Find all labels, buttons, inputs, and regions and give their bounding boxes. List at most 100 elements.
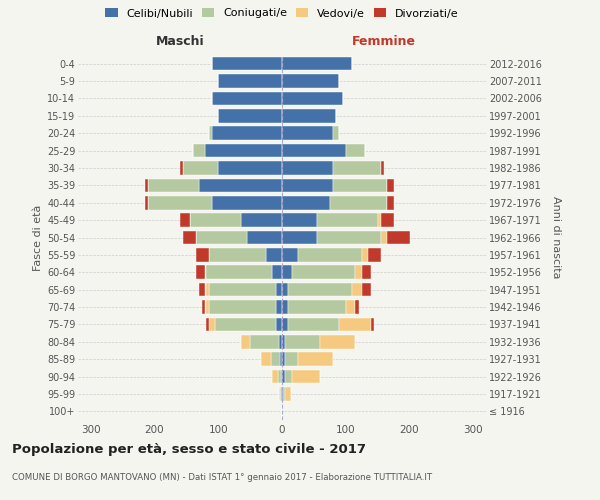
Bar [377,214,381,227]
Bar [247,230,282,244]
Bar [282,248,298,262]
Bar [180,161,183,175]
Bar [275,300,282,314]
Bar [320,335,355,348]
Bar [209,283,275,296]
Legend: Celibi/Nubili, Coniugati/e, Vedovi/e, Divorziati/e: Celibi/Nubili, Coniugati/e, Vedovi/e, Di… [106,8,458,18]
Bar [281,387,282,400]
Bar [333,126,340,140]
Bar [206,283,209,296]
Bar [362,266,371,279]
Bar [298,352,333,366]
Bar [346,144,365,158]
Bar [282,57,352,70]
Bar [199,283,206,296]
Bar [280,387,281,400]
Bar [368,248,381,262]
Text: Maschi: Maschi [155,34,205,48]
Bar [196,266,206,279]
Bar [209,126,212,140]
Bar [346,300,355,314]
Bar [282,126,333,140]
Bar [352,283,362,296]
Bar [333,178,387,192]
Bar [218,161,282,175]
Bar [317,230,381,244]
Bar [193,144,206,158]
Bar [333,161,381,175]
Bar [196,230,247,244]
Bar [282,144,346,158]
Bar [282,318,289,331]
Bar [355,266,362,279]
Bar [199,178,282,192]
Bar [289,318,340,331]
Bar [272,370,278,384]
Bar [317,214,377,227]
Bar [275,318,282,331]
Bar [266,248,282,262]
Bar [285,352,298,366]
Bar [340,318,371,331]
Bar [206,318,209,331]
Bar [190,214,241,227]
Bar [145,196,148,209]
Bar [241,335,250,348]
Bar [387,196,394,209]
Bar [282,214,317,227]
Bar [282,266,292,279]
Bar [206,144,282,158]
Bar [212,196,282,209]
Bar [330,196,387,209]
Bar [180,214,190,227]
Bar [282,196,330,209]
Bar [371,318,374,331]
Bar [279,387,280,400]
Bar [282,178,333,192]
Bar [250,335,279,348]
Bar [283,387,284,400]
Bar [381,161,384,175]
Bar [279,335,282,348]
Bar [241,214,282,227]
Bar [206,266,272,279]
Bar [282,161,333,175]
Bar [298,248,362,262]
Bar [215,318,275,331]
Bar [280,352,282,366]
Bar [212,92,282,105]
Bar [285,335,320,348]
Bar [355,300,359,314]
Bar [206,300,209,314]
Bar [282,109,336,122]
Bar [362,283,371,296]
Bar [145,178,148,192]
Bar [289,283,352,296]
Bar [209,300,275,314]
Bar [275,283,282,296]
Bar [183,230,196,244]
Bar [381,230,387,244]
Bar [292,370,320,384]
Bar [285,370,292,384]
Bar [148,196,212,209]
Bar [196,248,209,262]
Bar [282,92,343,105]
Bar [387,230,410,244]
Bar [183,161,218,175]
Bar [282,300,289,314]
Bar [281,370,282,384]
Bar [362,248,368,262]
Bar [212,126,282,140]
Bar [282,74,340,88]
Bar [282,230,317,244]
Bar [292,266,355,279]
Text: COMUNE DI BORGO MANTOVANO (MN) - Dati ISTAT 1° gennaio 2017 - Elaborazione TUTTI: COMUNE DI BORGO MANTOVANO (MN) - Dati IS… [12,472,432,482]
Bar [282,387,283,400]
Bar [282,283,289,296]
Bar [282,352,285,366]
Bar [209,318,215,331]
Bar [148,178,199,192]
Y-axis label: Fasce di età: Fasce di età [32,204,43,270]
Bar [284,387,291,400]
